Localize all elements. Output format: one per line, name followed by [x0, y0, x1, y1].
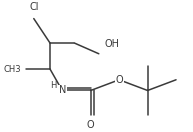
Text: O: O [87, 120, 95, 130]
Text: N: N [58, 86, 66, 95]
Text: Cl: Cl [29, 2, 39, 12]
Text: H: H [50, 81, 56, 90]
Text: OH: OH [105, 39, 120, 49]
Text: O: O [115, 75, 123, 85]
Text: CH3: CH3 [4, 65, 22, 74]
